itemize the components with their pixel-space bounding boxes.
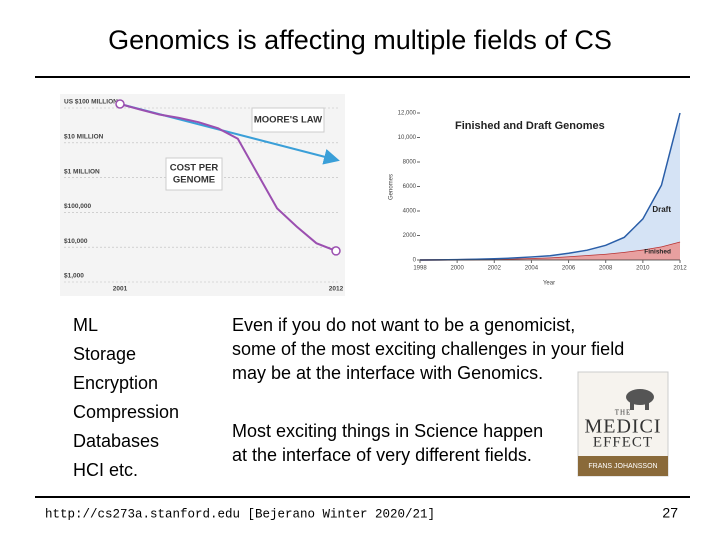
elephant-leg bbox=[645, 400, 649, 410]
paragraph-line: Most exciting things in Science happen bbox=[232, 421, 543, 441]
paragraph-line: Even if you do not want to be a genomici… bbox=[232, 315, 575, 335]
slide-title: Genomics is affecting multiple fields of… bbox=[108, 25, 612, 55]
list-item: Storage bbox=[73, 344, 136, 364]
book-title: EFFECT bbox=[593, 434, 653, 450]
book-cover bbox=[577, 371, 669, 477]
annotation-box bbox=[251, 107, 325, 133]
annotation: MOORE'S LAW bbox=[254, 115, 322, 126]
book-band bbox=[578, 456, 668, 476]
list-item: Encryption bbox=[73, 373, 158, 393]
x-tick-label: 2010 bbox=[636, 266, 650, 272]
paragraph-line: at the interface of very different field… bbox=[232, 445, 532, 465]
y-tick-label: 8000 bbox=[403, 160, 417, 166]
legend-entry: Finished bbox=[644, 249, 671, 256]
annotation: COST PER bbox=[170, 163, 219, 174]
x-tick-label: 1998 bbox=[413, 266, 427, 272]
y-tick-label: $1,000 bbox=[64, 273, 84, 280]
x-tick-label: 2008 bbox=[599, 266, 613, 272]
y-axis-label: Genomes bbox=[389, 174, 395, 200]
list-item: Databases bbox=[73, 431, 159, 451]
book-author: FRANS JOHANSSON bbox=[588, 463, 657, 470]
y-tick-label: $1 MILLION bbox=[64, 168, 100, 175]
y-tick-label: 0 bbox=[413, 258, 417, 264]
book-title: MEDICI bbox=[584, 416, 661, 438]
legend-entry: Draft bbox=[652, 205, 671, 214]
paragraph-line: may be at the interface with Genomics. bbox=[232, 363, 543, 383]
elephant-leg bbox=[630, 400, 634, 410]
chart-title: Finished and Draft Genomes bbox=[455, 120, 605, 132]
x-tick-label: 2000 bbox=[450, 266, 464, 272]
x-tick-label: 2002 bbox=[488, 266, 502, 272]
y-tick-label: US $100 MILLION bbox=[64, 99, 118, 106]
list-item: HCI etc. bbox=[73, 460, 138, 480]
x-axis-label: Year bbox=[543, 281, 555, 287]
y-tick-label: 2000 bbox=[403, 233, 417, 239]
x-tick-label: 2001 bbox=[113, 286, 128, 293]
area bbox=[420, 113, 680, 260]
x-tick-label: 2004 bbox=[525, 266, 539, 272]
y-tick-label: 6000 bbox=[403, 184, 417, 190]
y-tick-label: $100,000 bbox=[64, 203, 91, 210]
paragraph-line: some of the most exciting challenges in … bbox=[232, 339, 624, 359]
book-title: THE bbox=[615, 409, 632, 417]
series-line bbox=[119, 103, 337, 252]
y-tick-label: 12,000 bbox=[398, 111, 417, 117]
annotation: GENOME bbox=[173, 175, 215, 186]
footer: http://cs273a.stanford.edu [Bejerano Win… bbox=[45, 507, 435, 521]
list-item: ML bbox=[73, 315, 98, 335]
page-number: 27 bbox=[662, 505, 678, 521]
y-tick-label: 10,000 bbox=[398, 135, 417, 141]
end-point bbox=[115, 99, 125, 109]
x-tick-label: 2012 bbox=[329, 286, 344, 293]
area bbox=[420, 241, 680, 260]
y-tick-label: $10 MILLION bbox=[64, 134, 104, 141]
annotation-box bbox=[165, 157, 223, 191]
x-tick-label: 2006 bbox=[562, 266, 576, 272]
y-tick-label: 4000 bbox=[403, 209, 417, 215]
area-edge bbox=[419, 112, 681, 261]
end-point bbox=[331, 246, 341, 256]
x-tick-label: 2012 bbox=[673, 266, 687, 272]
list-item: Compression bbox=[73, 402, 179, 422]
y-tick-label: $10,000 bbox=[64, 238, 88, 245]
